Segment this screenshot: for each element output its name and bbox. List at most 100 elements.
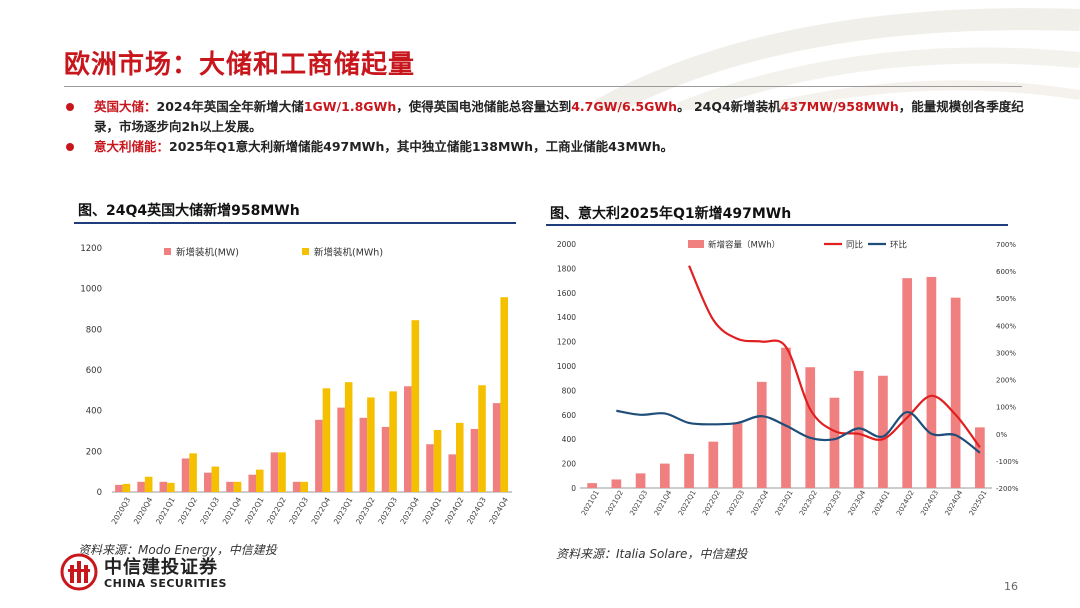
bar-capacity (659, 463, 670, 488)
bullet-dot-icon (66, 143, 74, 151)
bar-mwh (256, 469, 264, 492)
x-tick-label: 2022Q3 (725, 489, 746, 517)
x-tick-label: 2023Q4 (847, 489, 868, 518)
bar-capacity (805, 367, 816, 488)
bar-mwh (144, 476, 153, 492)
bar-capacity (708, 441, 719, 488)
line-yoy (688, 265, 981, 448)
bar-capacity (635, 473, 646, 488)
bar-mw (204, 472, 212, 492)
y-left-tick-label: 1400 (557, 313, 576, 322)
bullet-text: 2025年Q1意大利新增储能497MWh，其中独立储能138MWh，工商业储能4… (169, 139, 674, 154)
bar-mwh (300, 481, 308, 492)
x-tick-label: 2021Q3 (628, 489, 649, 517)
bar-mw (381, 426, 390, 492)
bar-mw (270, 452, 279, 492)
bar-mwh (433, 429, 442, 492)
bar-mwh (478, 385, 486, 492)
x-tick-label: 2024Q1 (421, 495, 444, 525)
y-tick-label: 1200 (80, 244, 102, 254)
bullet-text: ，能量规模创各季度纪录，市场逐步向2h以上发展。 (94, 99, 1024, 134)
y-left-tick-label: 1000 (557, 362, 576, 371)
x-tick-label: 2022Q2 (265, 495, 288, 525)
x-tick-label: 2020Q3 (110, 495, 133, 525)
x-tick-label: 2023Q2 (798, 489, 819, 517)
x-tick-label: 2024Q1 (871, 489, 892, 517)
bar-mwh (211, 466, 220, 492)
left-chart-title: 图、24Q4英国大储新增958MWh (78, 203, 300, 219)
bar-mw (470, 428, 479, 492)
x-tick-label: 2023Q1 (332, 495, 355, 525)
x-tick-label: 2023Q2 (354, 495, 377, 525)
right-source: 资料来源：Italia Solare，中信建投 (556, 547, 748, 561)
x-tick-label: 2021Q4 (653, 489, 674, 518)
bullet-list: 英国大储：2024年英国全年新增大储1GW/1.8GWh，使得英国电池储能总容量… (66, 97, 1026, 157)
bar-mwh (278, 452, 286, 492)
y-left-tick-label: 400 (562, 435, 577, 444)
page-title: 欧洲市场：大储和工商储起量 (64, 50, 416, 80)
line-qoq (616, 409, 981, 454)
x-tick-label: 2020Q4 (132, 495, 155, 525)
y-right-tick-label: 0% (996, 431, 1007, 439)
bullet-dot-icon (66, 103, 74, 111)
x-tick-label: 2022Q4 (750, 489, 771, 518)
x-tick-label: 2024Q3 (465, 495, 488, 525)
legend-label: 新增容量（MWh） (708, 240, 780, 251)
bar-capacity (926, 276, 937, 488)
bullet-text: 。 24Q4新增装机 (677, 99, 781, 114)
y-left-tick-label: 600 (562, 411, 577, 420)
x-tick-label: 2022Q2 (701, 489, 722, 517)
y-right-tick-label: 700% (996, 241, 1016, 249)
bullet-text: 437MW/958MWh (780, 99, 899, 114)
bar-mwh (389, 391, 397, 492)
y-right-tick-label: -100% (996, 458, 1019, 466)
bar-mwh (456, 422, 464, 492)
bar-capacity (684, 453, 694, 488)
legend-swatch (302, 248, 309, 255)
legend-label: 新增装机(MWh) (314, 247, 383, 259)
bullet-text: 4.7GW/6.5GWh (571, 99, 678, 114)
y-tick-label: 400 (86, 407, 102, 417)
y-right-tick-label: 100% (996, 404, 1016, 412)
bar-mwh (167, 482, 175, 492)
x-tick-label: 2021Q3 (198, 495, 221, 525)
bar-mwh (344, 382, 353, 492)
x-tick-label: 2024Q4 (944, 489, 965, 518)
x-tick-label: 2021Q1 (580, 489, 601, 517)
x-tick-label: 2024Q2 (443, 495, 466, 525)
x-tick-label: 2023Q1 (774, 489, 795, 517)
y-right-tick-label: 500% (996, 295, 1016, 303)
italy-storage-chart: 0 200 400 600 800 1000 1200 1400 1600 1800 2000 -20… (557, 240, 1019, 518)
y-left-tick-label: 1200 (557, 338, 576, 347)
bullet-text: 2024年英国全年新增大储 (156, 99, 304, 114)
y-tick-label: 200 (86, 447, 102, 457)
bar-mw (404, 386, 412, 492)
bar-capacity (781, 347, 791, 488)
bar-mw (159, 481, 168, 492)
x-tick-label: 2021Q2 (176, 495, 199, 525)
bullet-item: 意大利储能：2025年Q1意大利新增储能497MWh，其中独立储能138MWh，… (66, 137, 1026, 157)
bar-mw (448, 454, 456, 492)
bar-mwh (233, 481, 242, 492)
x-tick-label: 2024Q2 (895, 489, 916, 517)
logo-en-text: CHINA SECURITIES (104, 577, 227, 590)
y-right-tick-label: 300% (996, 349, 1016, 357)
y-tick-label: 600 (86, 366, 102, 376)
y-right-tick-label: -200% (996, 485, 1019, 493)
right-chart-title: 图、意大利2025年Q1新增497MWh (550, 206, 792, 222)
bar-capacity (611, 479, 622, 488)
bar-mwh (322, 388, 331, 492)
bar-mw (315, 419, 323, 492)
background-decoration (594, 8, 1080, 110)
x-tick-label: 2024Q3 (919, 489, 940, 517)
bar-capacity (975, 427, 985, 488)
y-left-tick-label: 800 (562, 386, 577, 395)
bar-capacity (829, 397, 840, 488)
y-tick-label: 0 (97, 488, 102, 498)
china-securities-logo-icon (60, 553, 98, 591)
title-divider (64, 86, 1022, 87)
right-chart-rule (546, 224, 1008, 226)
bar-capacity (732, 423, 743, 488)
bar-capacity (587, 483, 597, 488)
bullet-text: ，使得英国电池储能总容量达到 (396, 99, 572, 114)
